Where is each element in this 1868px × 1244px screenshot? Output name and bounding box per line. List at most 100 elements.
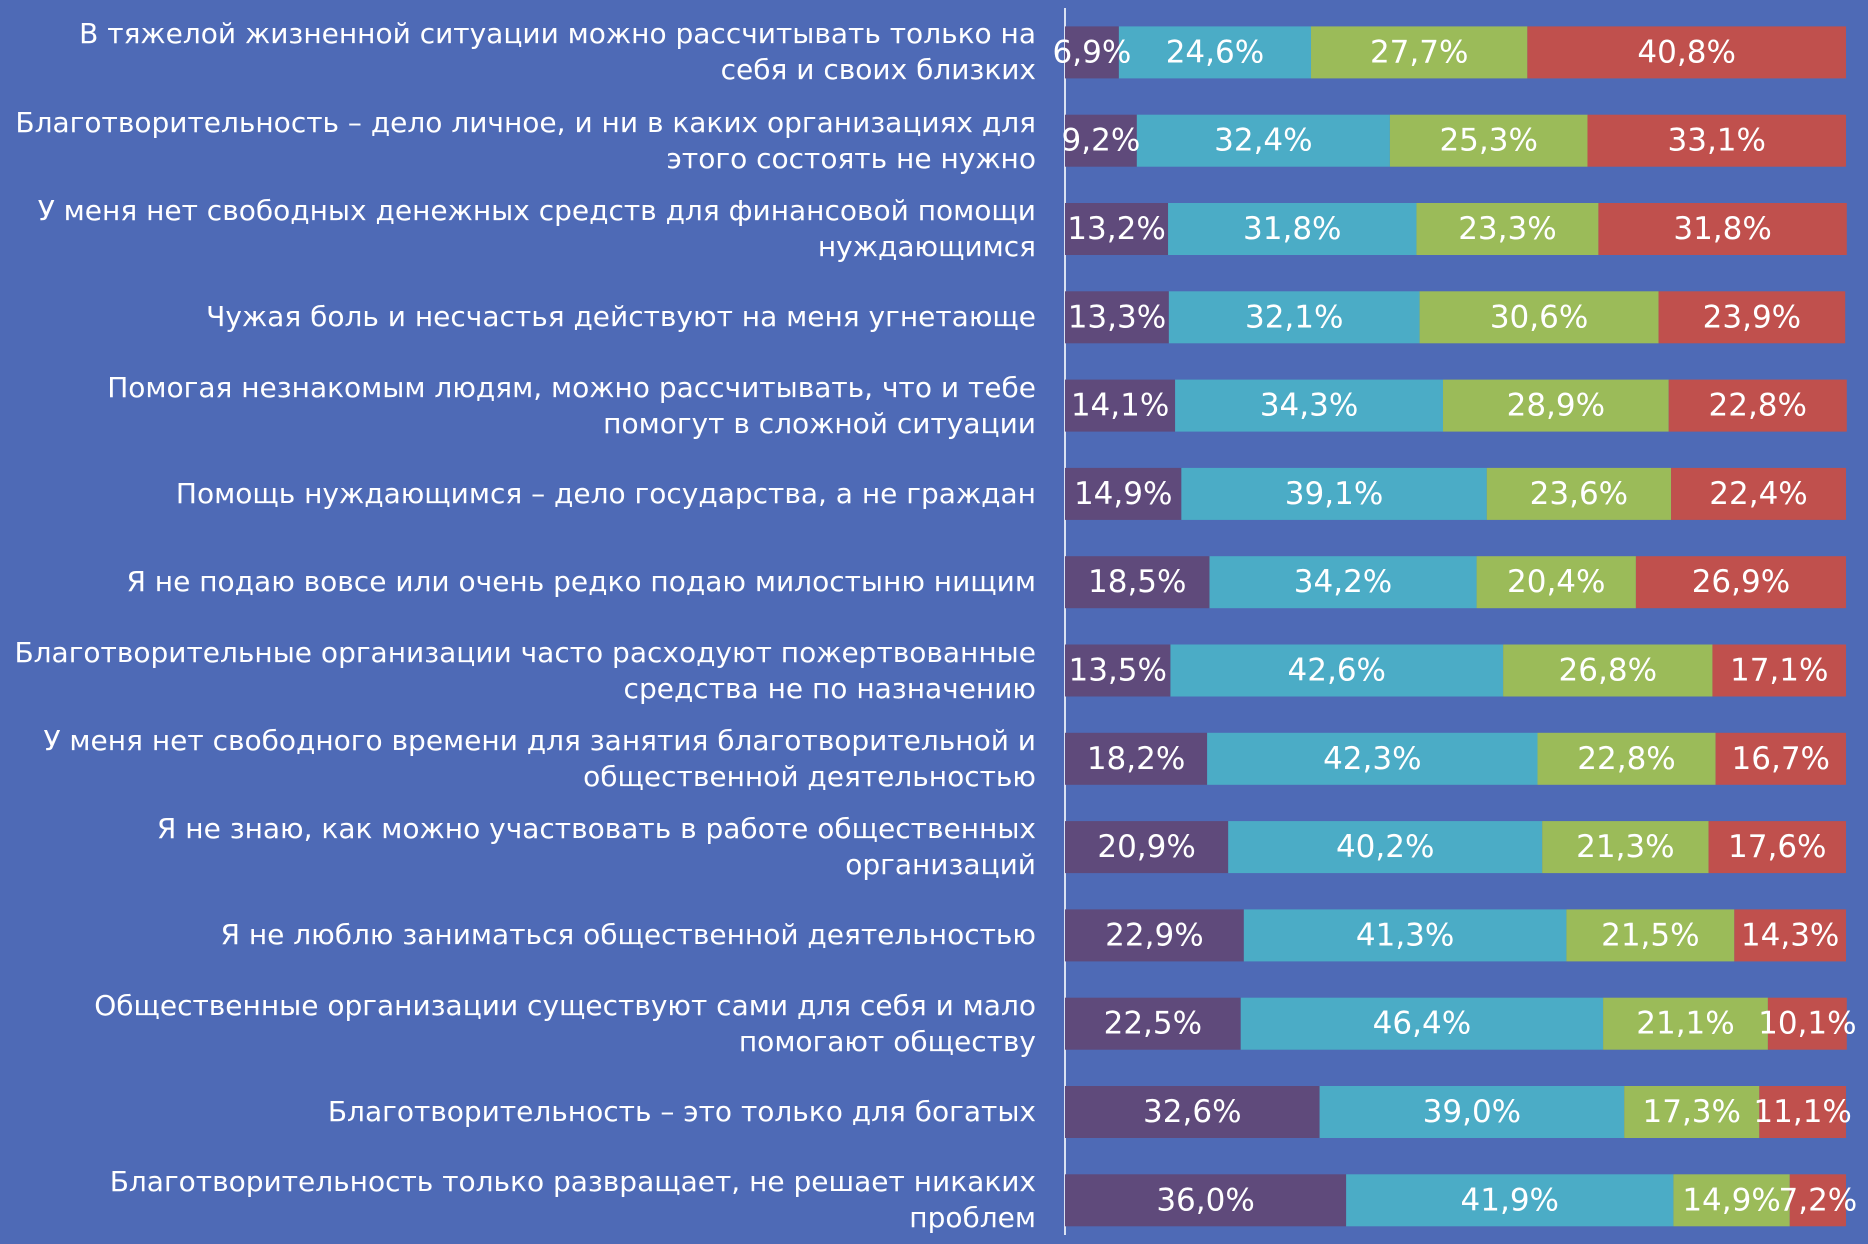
- bar-segment: [1587, 114, 1846, 167]
- category-label: У меня нет свободных денежных средств дл…: [37, 194, 1036, 263]
- value-label: 14,9%: [1682, 1182, 1780, 1218]
- value-label: 40,2%: [1336, 829, 1434, 865]
- value-label: 23,3%: [1458, 211, 1556, 247]
- bar-segment: [1240, 997, 1604, 1050]
- bar-segment: [1476, 556, 1636, 609]
- category-label: Благотворительность только развращает, н…: [109, 1165, 1036, 1235]
- value-label: 11,1%: [1753, 1094, 1851, 1130]
- bar-segment: [1566, 909, 1735, 962]
- bar-segment: [1065, 556, 1210, 609]
- bar-segment: [1065, 1086, 1320, 1138]
- bar-segment: [1181, 467, 1487, 520]
- value-label: 9,2%: [1062, 123, 1141, 159]
- value-label: 25,3%: [1439, 123, 1537, 159]
- bar-segment: [1175, 379, 1444, 432]
- value-label: 31,8%: [1243, 211, 1341, 247]
- category-label: Помощь нуждающимся – дело государства, а…: [175, 476, 1036, 510]
- bar-segment: [1065, 379, 1176, 432]
- bar-segment: [1658, 291, 1846, 344]
- value-label: 14,3%: [1741, 917, 1839, 953]
- bar-segment: [1168, 291, 1420, 344]
- value-label: 27,7%: [1370, 34, 1468, 70]
- bar-segment: [1168, 203, 1417, 255]
- value-label: 13,2%: [1067, 211, 1165, 247]
- value-label: 32,4%: [1214, 123, 1312, 159]
- bar-segment: [1486, 467, 1672, 520]
- value-label: 18,2%: [1087, 741, 1185, 777]
- value-label: 6,9%: [1053, 34, 1132, 70]
- value-label: 34,3%: [1260, 388, 1358, 424]
- bar-segment: [1065, 997, 1241, 1050]
- value-label: 22,5%: [1104, 1006, 1202, 1042]
- bar-segment: [1209, 556, 1477, 609]
- value-label: 24,6%: [1166, 34, 1264, 70]
- value-label: 36,0%: [1156, 1182, 1254, 1218]
- value-label: 20,4%: [1507, 564, 1605, 600]
- value-label: 23,9%: [1703, 299, 1801, 335]
- value-label: 32,6%: [1143, 1094, 1241, 1130]
- bar-segment: [1136, 114, 1390, 167]
- category-label: Я не люблю заниматься общественной деяте…: [220, 918, 1036, 952]
- bar-segment: [1734, 909, 1846, 962]
- bar-segment: [1668, 379, 1847, 432]
- category-label: Общественные организации существуют сами…: [94, 988, 1036, 1058]
- value-label: 21,5%: [1601, 917, 1699, 953]
- bar-segment: [1170, 644, 1504, 697]
- bar-segment: [1715, 732, 1846, 785]
- value-label: 41,9%: [1461, 1182, 1559, 1218]
- value-label: 39,1%: [1285, 476, 1383, 512]
- bar-segment: [1635, 556, 1846, 609]
- value-label: 23,6%: [1530, 476, 1628, 512]
- bar-segment: [1603, 997, 1768, 1050]
- value-label: 26,8%: [1559, 653, 1657, 689]
- value-label: 41,3%: [1356, 917, 1454, 953]
- value-label: 7,2%: [1779, 1182, 1858, 1218]
- value-label: 17,6%: [1728, 829, 1826, 865]
- bar-segment: [1759, 1086, 1846, 1138]
- bar-segment: [1319, 1086, 1625, 1138]
- category-label: В тяжелой жизненной ситуации можно рассч…: [79, 17, 1036, 87]
- value-label: 22,4%: [1709, 476, 1807, 512]
- value-label: 10,1%: [1758, 1006, 1856, 1042]
- value-label: 14,9%: [1074, 476, 1172, 512]
- value-label: 20,9%: [1097, 829, 1195, 865]
- value-label: 32,1%: [1245, 299, 1343, 335]
- category-label: Чужая боль и несчастья действуют на меня…: [206, 300, 1036, 334]
- bar-segment: [1065, 114, 1137, 167]
- bar-segment: [1065, 467, 1182, 520]
- bar-segment: [1542, 821, 1709, 874]
- bar-segment: [1598, 203, 1847, 255]
- bar-segment: [1389, 114, 1588, 167]
- value-label: 40,8%: [1637, 34, 1735, 70]
- bar-segment: [1671, 467, 1846, 520]
- bar-segment: [1789, 1174, 1846, 1227]
- bar-segment: [1243, 909, 1567, 962]
- bar-segment: [1503, 644, 1713, 697]
- category-label: У меня нет свободного времени для заняти…: [43, 723, 1036, 793]
- value-label: 22,8%: [1577, 741, 1675, 777]
- bar-segment: [1767, 997, 1847, 1050]
- bar-segment: [1065, 644, 1171, 697]
- value-label: 39,0%: [1423, 1094, 1521, 1130]
- bar-segment: [1065, 26, 1119, 79]
- value-label: 46,4%: [1373, 1006, 1471, 1042]
- bar-segment: [1419, 291, 1659, 344]
- bar-segment: [1065, 1174, 1347, 1227]
- bar-segment: [1228, 821, 1543, 874]
- category-label: Помогая незнакомым людям, можно рассчиты…: [107, 370, 1036, 440]
- bar-segment: [1708, 821, 1846, 874]
- value-label: 14,1%: [1071, 388, 1169, 424]
- bar-segment: [1065, 821, 1229, 874]
- bar-segment: [1624, 1086, 1760, 1138]
- value-label: 16,7%: [1732, 741, 1830, 777]
- category-label: Я не знаю, как можно участвовать в работ…: [156, 812, 1036, 882]
- bar-segment: [1065, 291, 1169, 344]
- category-label: Я не подаю вовсе или очень редко подаю м…: [126, 565, 1036, 599]
- bar-segment: [1065, 203, 1169, 255]
- value-label: 30,6%: [1490, 299, 1588, 335]
- value-label: 28,9%: [1507, 388, 1605, 424]
- bar-segment: [1065, 909, 1244, 962]
- value-label: 33,1%: [1668, 123, 1766, 159]
- category-label: Благотворительные организации часто расх…: [14, 635, 1036, 705]
